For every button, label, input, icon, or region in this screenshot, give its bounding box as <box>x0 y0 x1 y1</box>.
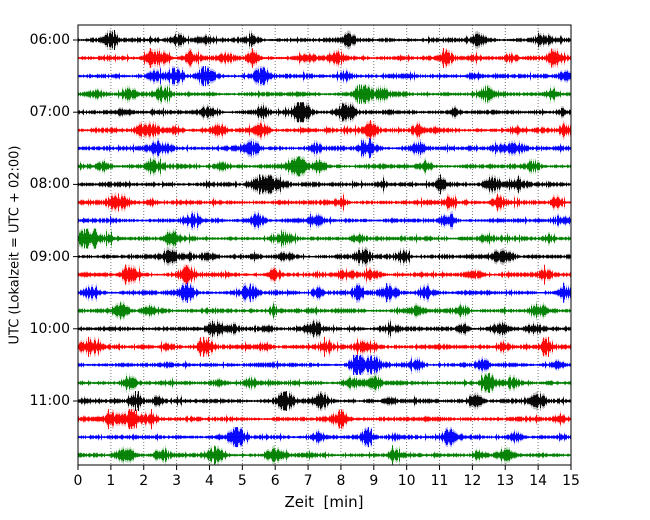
trace-row-1030 <box>78 354 571 375</box>
tick-marks <box>73 39 572 470</box>
trace-row-0845 <box>78 228 571 249</box>
trace-row-0800 <box>78 174 571 195</box>
trace-row-1145 <box>78 445 571 466</box>
y-tick-label-0900: 09:00 <box>29 248 70 265</box>
trace-row-1115 <box>78 409 571 430</box>
x-axis-label: Zeit [min] <box>284 493 364 511</box>
x-tick-label-2: 2 <box>139 473 149 489</box>
x-tick-label-9: 9 <box>369 473 379 489</box>
x-tick-label-7: 7 <box>303 473 313 489</box>
x-tick-label-15: 15 <box>562 473 580 489</box>
trace-row-1045 <box>78 372 571 393</box>
x-tick-label-0: 0 <box>73 473 83 489</box>
trace-row-0900 <box>78 246 571 267</box>
x-tick-label-12: 12 <box>463 473 482 489</box>
trace-row-0815 <box>78 192 571 213</box>
trace-row-0830 <box>78 210 571 231</box>
trace-row-1000 <box>78 318 571 339</box>
trace-row-0915 <box>78 264 571 285</box>
y-tick-label-0700: 07:00 <box>29 104 70 121</box>
trace-row-0630 <box>78 66 571 87</box>
trace-row-0730 <box>78 138 571 159</box>
x-tick-label-4: 4 <box>204 473 214 489</box>
x-tick-label-11: 11 <box>430 473 449 489</box>
y-tick-label-0800: 08:00 <box>29 176 70 193</box>
x-tick-label-10: 10 <box>397 473 416 489</box>
x-tick-label-5: 5 <box>237 473 247 489</box>
y-axis-label: UTC (Lokalzeit = UTC + 02:00) <box>7 145 23 345</box>
trace-rows <box>78 30 571 466</box>
x-tick-label-1: 1 <box>106 473 116 489</box>
trace-row-0645 <box>78 84 571 105</box>
y-tick-label-1000: 10:00 <box>29 320 70 337</box>
x-tick-label-3: 3 <box>172 473 182 489</box>
trace-row-0715 <box>78 120 571 141</box>
x-tick-label-6: 6 <box>270 473 280 489</box>
y-tick-label-1100: 11:00 <box>29 393 70 409</box>
trace-row-0945 <box>78 300 571 321</box>
trace-row-0615 <box>78 48 571 68</box>
trace-row-0600 <box>78 30 571 50</box>
trace-row-1015 <box>78 336 571 357</box>
trace-row-0745 <box>78 156 571 177</box>
trace-row-1130 <box>78 427 571 448</box>
x-tick-label-13: 13 <box>496 473 515 489</box>
trace-row-0700 <box>78 102 571 123</box>
y-tick-label-0600: 06:00 <box>29 32 70 48</box>
trace-row-0930 <box>78 282 571 303</box>
plot-border <box>77 24 572 466</box>
x-tick-label-14: 14 <box>529 473 548 489</box>
x-tick-label-8: 8 <box>336 473 346 489</box>
trace-row-1100 <box>78 391 571 411</box>
